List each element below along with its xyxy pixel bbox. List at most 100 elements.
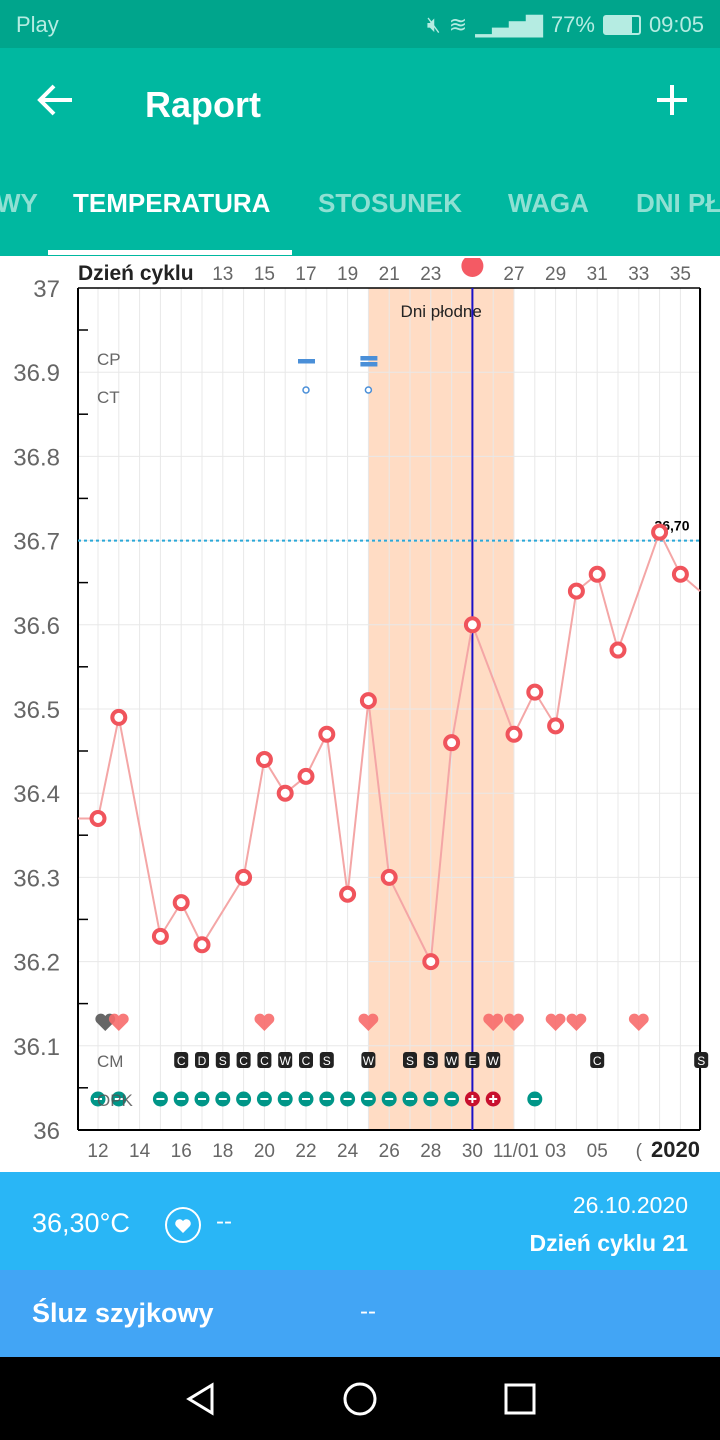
status-bar: Play 🔇︎ ≋ ▁▃▅▇ 77% 09:05 [0, 0, 720, 48]
temperature-point [505, 725, 523, 743]
cm-mark-letter: S [697, 1054, 705, 1068]
cycle-day-label: 19 [337, 264, 358, 285]
temperature-point [526, 683, 544, 701]
x-tick-label: 14 [129, 1141, 151, 1162]
home-nav-icon[interactable] [342, 1381, 378, 1417]
cm-mark-letter: W [488, 1054, 500, 1068]
intercourse-heart-icon [504, 1013, 524, 1031]
y-tick-label: 36 [33, 1118, 60, 1145]
cycle-day-label: 17 [295, 264, 316, 285]
intercourse-heart-icon [628, 1013, 649, 1031]
year-label: 2020 [651, 1137, 700, 1162]
temperature-point [339, 885, 357, 903]
temperature-point [651, 523, 669, 541]
cm-mark-letter: C [177, 1054, 186, 1068]
cm-mark-letter: E [468, 1054, 476, 1068]
tab-stosunek[interactable]: STOSUNEK [318, 188, 462, 218]
recents-nav-icon[interactable] [504, 1383, 536, 1415]
cycle-day-label: 29 [545, 264, 566, 285]
tab-indicator [48, 250, 292, 255]
intercourse-heart-icon [254, 1013, 275, 1031]
temperature-point [443, 734, 461, 752]
cm-mark-letter: S [323, 1054, 331, 1068]
intercourse-heart-icon [108, 1013, 129, 1031]
mucus-value: -- [360, 1298, 376, 1325]
cp-mark [360, 362, 378, 367]
wifi-icon: ≋ [448, 12, 468, 37]
x-tick-label: 18 [212, 1141, 233, 1162]
tab-dni-plodne[interactable]: DNI PŁ [636, 188, 720, 218]
plus-icon[interactable] [656, 84, 688, 116]
cp-mark [298, 359, 315, 364]
x-tick-label: 16 [171, 1141, 192, 1162]
x-tick-label: 05 [587, 1141, 608, 1162]
tab-temperatura[interactable]: TEMPERATURA [73, 188, 271, 218]
x-tick-label: 03 [545, 1141, 566, 1162]
y-tick-label: 36.5 [13, 697, 60, 724]
temperature-point [567, 582, 585, 600]
y-tick-label: 37 [33, 276, 60, 303]
cm-mark [215, 1052, 230, 1068]
opk-row-label: OPK [97, 1091, 134, 1110]
day-summary[interactable]: 36,30°C -- 26.10.2020 Dzień cyklu 21 [0, 1172, 720, 1270]
cm-row-label: CM [97, 1052, 123, 1071]
cm-mark [444, 1052, 459, 1068]
y-tick-label: 36.3 [13, 865, 60, 892]
cm-mark-letter: C [302, 1054, 311, 1068]
cm-mark [361, 1052, 376, 1068]
ct-mark [364, 386, 373, 394]
temperature-point [318, 725, 336, 743]
top-axis-title: Dzień cyklu [78, 262, 194, 285]
temperature-point [235, 868, 253, 886]
temperature-chart[interactable]: 37 36.9 36.8 36.7 36.6 36.5 36.4 36.3 36.2 36.1 36… [0, 258, 720, 1172]
temperature-point [172, 894, 190, 912]
y-tick-label: 36.1 [13, 1034, 60, 1061]
cm-mark [590, 1052, 605, 1068]
cycle-day-label: 35 [670, 264, 691, 285]
cm-mark-letter: S [219, 1054, 227, 1068]
temperature-point [463, 616, 481, 634]
temperature-point [255, 751, 273, 769]
mucus-label: Śluz szyjkowy [32, 1298, 214, 1328]
y-tick-label: 36.9 [13, 360, 60, 387]
cm-mark-letter: D [198, 1054, 207, 1068]
fertile-window-label: Dni płodne [401, 302, 482, 321]
y-tick-label: 36.4 [13, 781, 60, 808]
y-tick-label: 36.7 [13, 529, 60, 556]
page-title: Raport [145, 84, 261, 125]
tab-waga[interactable]: WAGA [508, 188, 589, 218]
cycle-day-label: 15 [254, 264, 275, 285]
y-tick-label: 36.8 [13, 444, 60, 471]
tab-partial-left[interactable]: WY [0, 188, 38, 218]
x-tick-label: 22 [295, 1141, 316, 1162]
cm-mark [299, 1052, 313, 1068]
clock: 09:05 [648, 12, 704, 37]
cm-mark [174, 1052, 189, 1068]
mute-icon: 🔇︎ [426, 12, 441, 37]
cm-mark [403, 1052, 417, 1068]
intercourse-heart-icon [566, 1013, 587, 1031]
arrow-left-icon[interactable] [36, 80, 76, 120]
cycle-day-label: 21 [379, 264, 400, 285]
app-bar: Raport WY TEMPERATURA STOSUNEK WAGA DNI … [0, 48, 720, 256]
temperature-point [276, 784, 294, 802]
intercourse-value: -- [216, 1208, 232, 1235]
cycle-day-label: 27 [503, 264, 524, 285]
signal-icon: ▁▃▅▇ [475, 12, 543, 37]
cm-mark [257, 1052, 272, 1068]
intercourse-heart-icon [545, 1013, 566, 1031]
cm-mark [319, 1052, 334, 1068]
cm-mark-letter: C [239, 1054, 248, 1068]
cycle-day-label: Dzień cyklu 21 [529, 1230, 688, 1256]
mucus-row[interactable]: Śluz szyjkowy -- [0, 1270, 720, 1357]
temperature-value: 36,30°C [32, 1208, 130, 1238]
cm-mark-letter: W [280, 1054, 292, 1068]
temperature-point [547, 717, 565, 735]
temperature-point [89, 809, 107, 827]
navigation-bar [0, 1357, 720, 1440]
temperature-point [380, 868, 398, 886]
cm-mark [195, 1052, 209, 1068]
cm-mark [486, 1052, 501, 1068]
back-nav-icon[interactable] [184, 1382, 218, 1416]
date-label: 26.10.2020 [572, 1192, 688, 1218]
